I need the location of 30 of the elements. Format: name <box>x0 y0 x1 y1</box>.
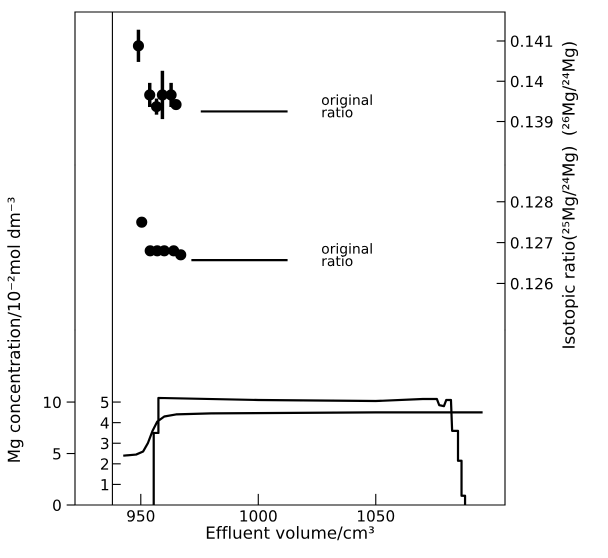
y-tick-label: 0.141 <box>510 35 552 48</box>
x-axis-title: Effluent volume/cm³ <box>206 526 374 540</box>
y-axis-title: Mg concentration/10⁻²mol dm⁻³ <box>7 198 24 462</box>
y-axis-title: Isotopic ratio(²⁵Mg/²⁴Mg) <box>562 146 578 348</box>
point <box>136 216 148 228</box>
annotation: original ratio <box>322 94 372 118</box>
y-tick-label: 0.128 <box>510 196 553 208</box>
y2-tick-label: 3 <box>101 438 108 450</box>
y-axis-title: (²⁶Mg/²⁴Mg) <box>562 42 578 135</box>
y-tick-label: 5 <box>53 448 60 460</box>
x-tick-label: 950 <box>127 510 154 522</box>
y2-tick-label: 2 <box>101 458 108 470</box>
y2-tick-label: 4 <box>100 417 109 428</box>
point <box>150 101 162 112</box>
annotation: original ratio <box>322 243 372 266</box>
y-tick-label: 0.14 <box>510 76 544 88</box>
point <box>170 99 182 110</box>
y-tick-label: 10 <box>44 396 61 408</box>
point <box>144 89 156 100</box>
y-tick-label: 0.126 <box>510 278 553 290</box>
x-tick-label: 1050 <box>358 510 394 522</box>
y2-tick-label: 5 <box>101 396 108 408</box>
point <box>132 40 144 52</box>
y-tick-label: 0.127 <box>510 237 552 249</box>
y2-tick-label: 1 <box>102 479 108 490</box>
y-tick-label: 0.139 <box>510 116 553 128</box>
y-tick-label: 0 <box>53 499 61 512</box>
point <box>175 249 186 260</box>
x-tick-label: 1000 <box>240 510 277 522</box>
point <box>166 89 177 100</box>
